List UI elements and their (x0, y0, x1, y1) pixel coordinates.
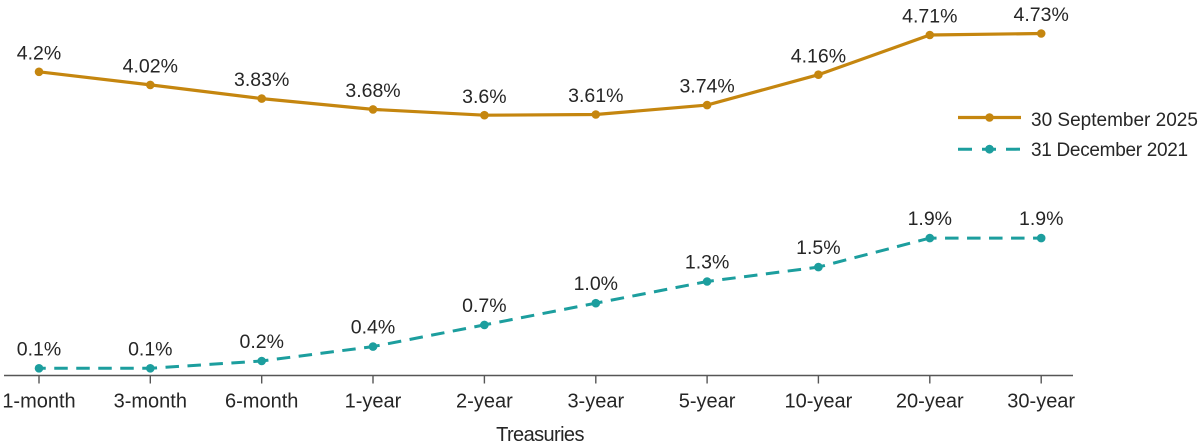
svg-text:3.61%: 3.61% (568, 85, 623, 107)
svg-text:4.2%: 4.2% (17, 42, 61, 64)
svg-text:1-year: 1-year (345, 391, 402, 413)
svg-text:1-month: 1-month (2, 391, 75, 413)
svg-text:3-month: 3-month (114, 391, 187, 413)
svg-text:1.0%: 1.0% (574, 273, 618, 295)
svg-text:0.2%: 0.2% (239, 331, 283, 353)
svg-text:4.16%: 4.16% (791, 45, 846, 67)
svg-text:30 September 2025: 30 September 2025 (1031, 110, 1198, 131)
svg-text:0.4%: 0.4% (351, 317, 395, 339)
svg-text:3.68%: 3.68% (345, 80, 400, 102)
svg-text:31 December 2021: 31 December 2021 (1031, 140, 1188, 161)
svg-text:5-year: 5-year (679, 391, 736, 413)
svg-text:4.02%: 4.02% (123, 56, 178, 78)
svg-text:3.74%: 3.74% (679, 76, 734, 98)
svg-text:3.83%: 3.83% (234, 69, 289, 91)
svg-text:1.5%: 1.5% (796, 237, 840, 259)
svg-text:3-year: 3-year (567, 391, 624, 413)
svg-text:4.73%: 4.73% (1014, 4, 1069, 26)
svg-text:1.9%: 1.9% (908, 208, 952, 230)
svg-text:0.7%: 0.7% (462, 295, 506, 317)
svg-text:6-month: 6-month (225, 391, 298, 413)
svg-text:4.71%: 4.71% (902, 6, 957, 28)
svg-text:30-year: 30-year (1007, 391, 1075, 413)
svg-text:1.3%: 1.3% (685, 252, 729, 274)
svg-text:Treasuries: Treasuries (496, 424, 584, 446)
svg-text:3.6%: 3.6% (462, 86, 506, 108)
svg-text:10-year: 10-year (784, 391, 852, 413)
svg-text:20-year: 20-year (896, 391, 964, 413)
svg-text:1.9%: 1.9% (1019, 208, 1063, 230)
svg-text:0.1%: 0.1% (128, 338, 172, 360)
svg-text:0.1%: 0.1% (17, 338, 61, 360)
svg-text:2-year: 2-year (456, 391, 513, 413)
